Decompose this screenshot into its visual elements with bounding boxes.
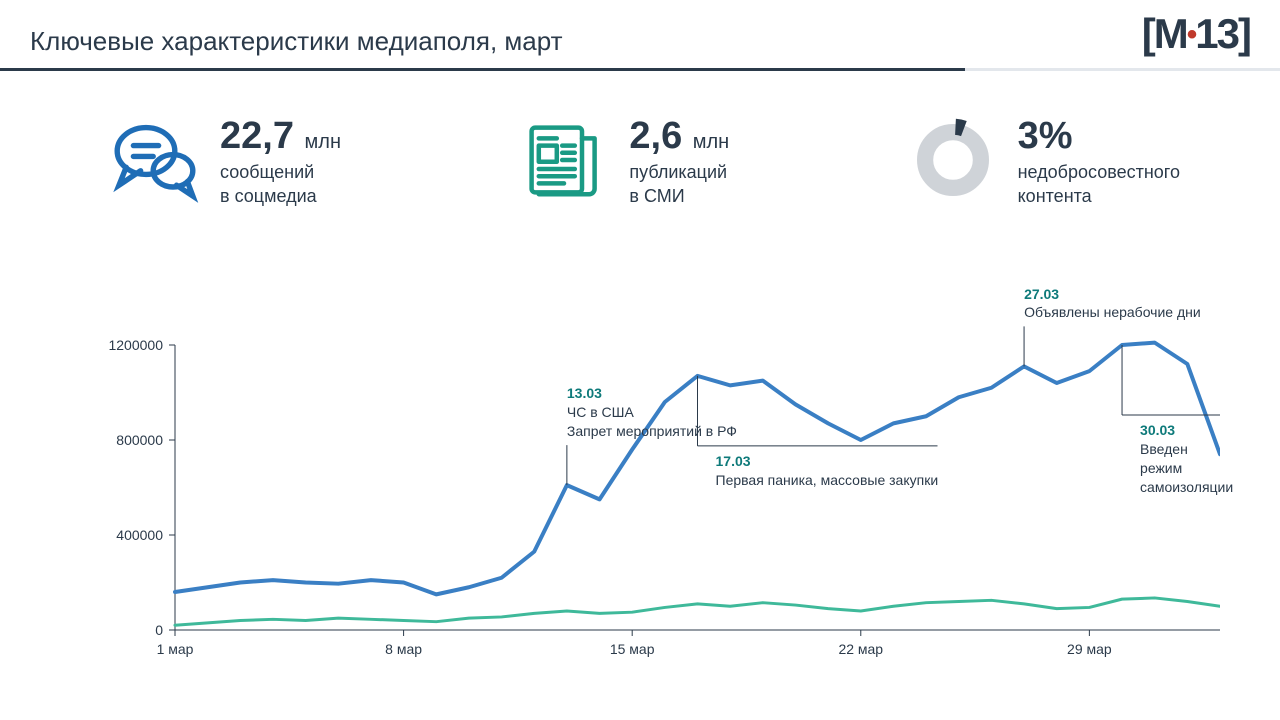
- header-rule-light: [965, 68, 1280, 71]
- stat-social: 22,7 млн сообщений в соцмедиа: [110, 115, 341, 210]
- logo-m: М: [1154, 10, 1187, 57]
- svg-text:1 мар: 1 мар: [157, 641, 194, 657]
- stat-bad-content: 3% недобросовестного контента: [908, 115, 1180, 210]
- stat-social-label: сообщений в соцмедиа: [220, 160, 341, 209]
- stat-media-number: 2,6: [629, 115, 682, 157]
- page-title: Ключевые характеристики медиаполя, март: [30, 26, 563, 57]
- donut-chart-icon: [908, 115, 998, 210]
- stat-media: 2,6 млн публикаций в СМИ: [519, 115, 729, 210]
- logo-left-bracket: [: [1142, 10, 1154, 57]
- chart-annotation: 13.03ЧС в СШАЗапрет мероприятий в РФ: [567, 384, 737, 441]
- chart-annotation: 17.03Первая паника, массовые закупки: [716, 452, 939, 490]
- svg-text:400000: 400000: [116, 527, 163, 543]
- logo-dot: •: [1187, 18, 1196, 51]
- timeline-chart: 0 400000 800000 1200000 1 мар 8 мар 15 мар 22 м…: [90, 300, 1220, 680]
- chart-annotation: 27.03Объявлены нерабочие дни: [1024, 285, 1201, 323]
- svg-text:15 мар: 15 мар: [610, 641, 655, 657]
- svg-text:8 мар: 8 мар: [385, 641, 422, 657]
- stats-row: 22,7 млн сообщений в соцмедиа: [110, 115, 1180, 210]
- stat-social-value: 22,7 млн: [220, 115, 341, 158]
- stat-media-value: 2,6 млн: [629, 115, 729, 158]
- svg-text:0: 0: [155, 622, 163, 638]
- stat-social-unit: млн: [305, 131, 341, 153]
- chat-bubbles-icon: [110, 115, 200, 210]
- svg-text:22 мар: 22 мар: [838, 641, 883, 657]
- stat-bad-value: 3%: [1018, 115, 1180, 158]
- stat-social-number: 22,7: [220, 115, 294, 157]
- logo-13: 13: [1195, 10, 1238, 57]
- svg-text:800000: 800000: [116, 432, 163, 448]
- svg-text:1200000: 1200000: [108, 337, 163, 353]
- stat-media-unit: млн: [693, 131, 729, 153]
- chart-annotation: 30.03Введен режим самоизоляции: [1140, 421, 1233, 497]
- logo-right-bracket: ]: [1238, 10, 1250, 57]
- newspaper-icon: [519, 115, 609, 210]
- stat-media-label: публикаций в СМИ: [629, 160, 729, 209]
- svg-text:29 мар: 29 мар: [1067, 641, 1112, 657]
- stat-bad-number: 3%: [1018, 115, 1073, 157]
- header-rule-dark: [0, 68, 965, 71]
- logo: [М•13]: [1142, 10, 1250, 58]
- stat-bad-label: недобросовестного контента: [1018, 160, 1180, 209]
